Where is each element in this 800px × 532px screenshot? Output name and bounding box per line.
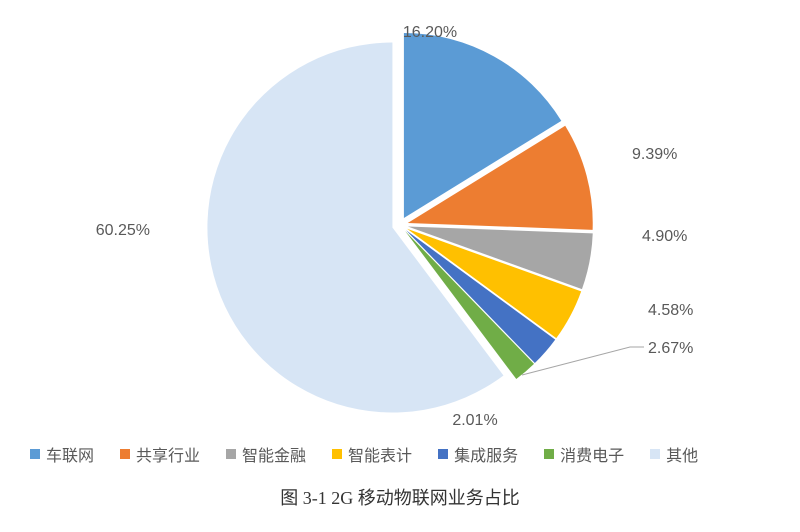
- pie-data-label: 2.01%: [452, 412, 497, 429]
- legend-item: 智能表计: [332, 442, 412, 466]
- legend: 车联网 共享行业 智能金融 智能表计 集成服务 消费电子 其他: [0, 440, 800, 466]
- legend-label: 其他: [666, 442, 698, 466]
- pie-data-label: 4.58%: [648, 302, 693, 319]
- legend-label: 消费电子: [560, 442, 624, 466]
- legend-swatch: [332, 449, 342, 459]
- pie-data-label: 16.20%: [403, 24, 457, 41]
- legend-item: 共享行业: [120, 442, 200, 466]
- legend-item: 其他: [650, 442, 698, 466]
- legend-swatch: [438, 449, 448, 459]
- legend-label: 集成服务: [454, 442, 518, 466]
- legend-swatch: [650, 449, 660, 459]
- pie-data-label: 60.25%: [96, 222, 150, 239]
- legend-item: 消费电子: [544, 442, 624, 466]
- legend-label: 智能表计: [348, 442, 412, 466]
- legend-label: 车联网: [46, 442, 94, 466]
- pie-data-label: 4.90%: [642, 228, 687, 245]
- pie-svg: 16.20% 9.39% 4.90% 4.58% 2.67% 2.01% 60.25%: [0, 0, 800, 440]
- legend-swatch: [30, 449, 40, 459]
- pie-data-label: 2.67%: [648, 340, 693, 357]
- pie-data-label: 9.39%: [632, 146, 677, 163]
- legend-swatch: [226, 449, 236, 459]
- legend-swatch: [544, 449, 554, 459]
- legend-item: 集成服务: [438, 442, 518, 466]
- legend-item: 智能金融: [226, 442, 306, 466]
- chart-caption: 图 3-1 2G 移动物联网业务占比: [0, 466, 800, 510]
- legend-label: 智能金融: [242, 442, 306, 466]
- legend-swatch: [120, 449, 130, 459]
- legend-item: 车联网: [30, 442, 94, 466]
- pie-chart: 16.20% 9.39% 4.90% 4.58% 2.67% 2.01% 60.25%: [0, 0, 800, 440]
- legend-label: 共享行业: [136, 442, 200, 466]
